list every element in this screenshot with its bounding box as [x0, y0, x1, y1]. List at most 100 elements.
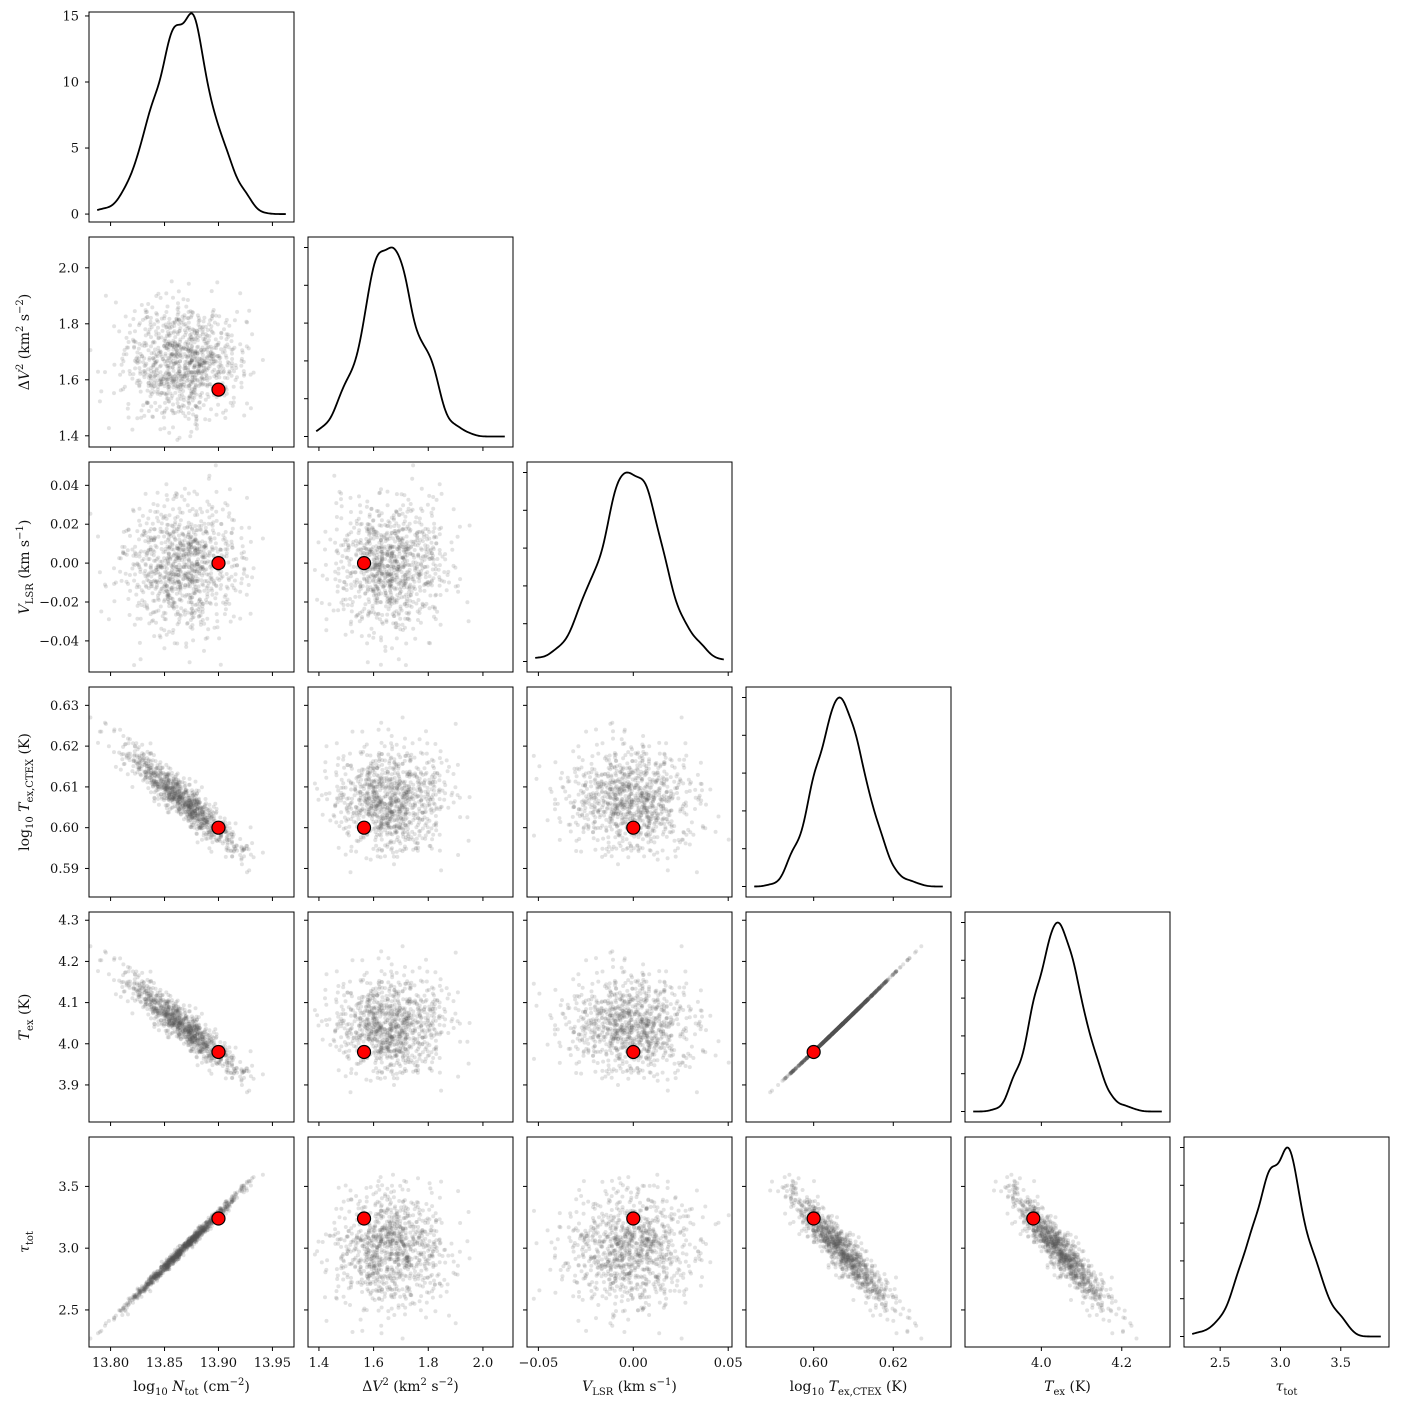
sample-point	[175, 312, 180, 317]
sample-point	[97, 729, 102, 734]
sample-point	[413, 560, 418, 565]
sample-point	[178, 793, 183, 798]
sample-point	[377, 800, 382, 805]
sample-point	[194, 509, 199, 514]
sample-point	[366, 609, 371, 614]
sample-point	[132, 744, 137, 749]
sample-point	[208, 830, 213, 835]
sample-point	[376, 803, 381, 807]
sample-point	[171, 330, 176, 335]
sample-point	[195, 364, 200, 369]
sample-point	[211, 810, 216, 815]
sample-point	[233, 378, 238, 382]
panel-frame	[307, 461, 514, 673]
sample-point	[190, 793, 195, 798]
sample-point	[397, 551, 402, 556]
sample-point	[140, 598, 145, 603]
sample-point	[198, 613, 203, 618]
sample-point	[196, 384, 201, 388]
sample-point	[407, 563, 412, 568]
sample-point	[193, 349, 198, 354]
sample-point	[200, 826, 205, 831]
sample-point	[438, 805, 443, 810]
sample-point	[137, 378, 142, 383]
sample-point	[420, 559, 425, 564]
y-tick-label: 0.63	[50, 699, 79, 714]
sample-point	[103, 293, 108, 298]
sample-point	[359, 773, 364, 778]
sample-point	[176, 805, 180, 810]
sample-point	[175, 573, 180, 577]
sample-point	[333, 540, 338, 545]
sample-point	[132, 344, 137, 349]
sample-point	[112, 324, 117, 329]
sample-point	[121, 529, 126, 534]
sample-point	[426, 640, 431, 645]
sample-point	[160, 614, 165, 619]
sample-point	[143, 773, 148, 778]
sample-point	[180, 795, 184, 800]
sample-point	[235, 309, 240, 314]
sample-point	[207, 814, 212, 819]
sample-point	[191, 590, 196, 595]
sample-point	[413, 772, 418, 777]
sample-point	[208, 579, 213, 584]
sample-point	[239, 862, 244, 867]
sample-point	[147, 529, 152, 534]
sample-point	[363, 782, 368, 787]
sample-point	[411, 805, 416, 810]
sample-point	[132, 345, 137, 350]
sample-point	[170, 604, 175, 609]
sample-point	[422, 532, 426, 537]
sample-point	[228, 400, 233, 405]
sample-point	[131, 317, 136, 321]
sample-point	[148, 547, 153, 552]
sample-point	[364, 551, 369, 556]
sample-point	[195, 528, 200, 533]
sample-point	[431, 562, 436, 566]
sample-point	[197, 819, 202, 824]
sample-point	[229, 574, 234, 579]
sample-point	[383, 816, 388, 821]
sample-point	[245, 320, 250, 325]
sample-point	[188, 799, 193, 804]
sample-point	[181, 803, 186, 808]
sample-point	[370, 792, 375, 797]
sample-point	[208, 821, 213, 826]
sample-point	[175, 782, 180, 787]
sample-point	[437, 756, 442, 761]
sample-point	[176, 409, 181, 414]
sample-point	[188, 360, 193, 365]
sample-point	[368, 799, 372, 803]
sample-point	[417, 520, 422, 525]
sample-point	[391, 840, 396, 845]
sample-point	[223, 320, 228, 325]
sample-point	[167, 531, 172, 536]
sample-point	[391, 564, 396, 569]
sample-point	[186, 804, 191, 809]
sample-point	[405, 751, 410, 756]
sample-point	[158, 376, 163, 381]
sample-point	[194, 547, 199, 552]
sample-point	[196, 322, 201, 327]
sample-point	[407, 820, 412, 824]
sample-point	[133, 329, 137, 334]
sample-point	[218, 835, 223, 840]
sample-point	[178, 396, 183, 401]
sample-point	[158, 382, 163, 387]
sample-point	[164, 593, 169, 598]
sample-point	[196, 362, 201, 367]
sample-point	[137, 323, 141, 328]
sample-point	[193, 811, 198, 816]
sample-point	[117, 556, 122, 561]
sample-point	[196, 550, 201, 555]
sample-point	[161, 584, 166, 589]
sample-point	[405, 574, 410, 579]
sample-point	[135, 747, 140, 752]
sample-point	[181, 792, 186, 797]
sample-point	[393, 804, 398, 809]
sample-point	[167, 604, 172, 609]
sample-point	[394, 598, 399, 603]
sample-point	[152, 549, 157, 554]
sample-point	[151, 502, 156, 506]
